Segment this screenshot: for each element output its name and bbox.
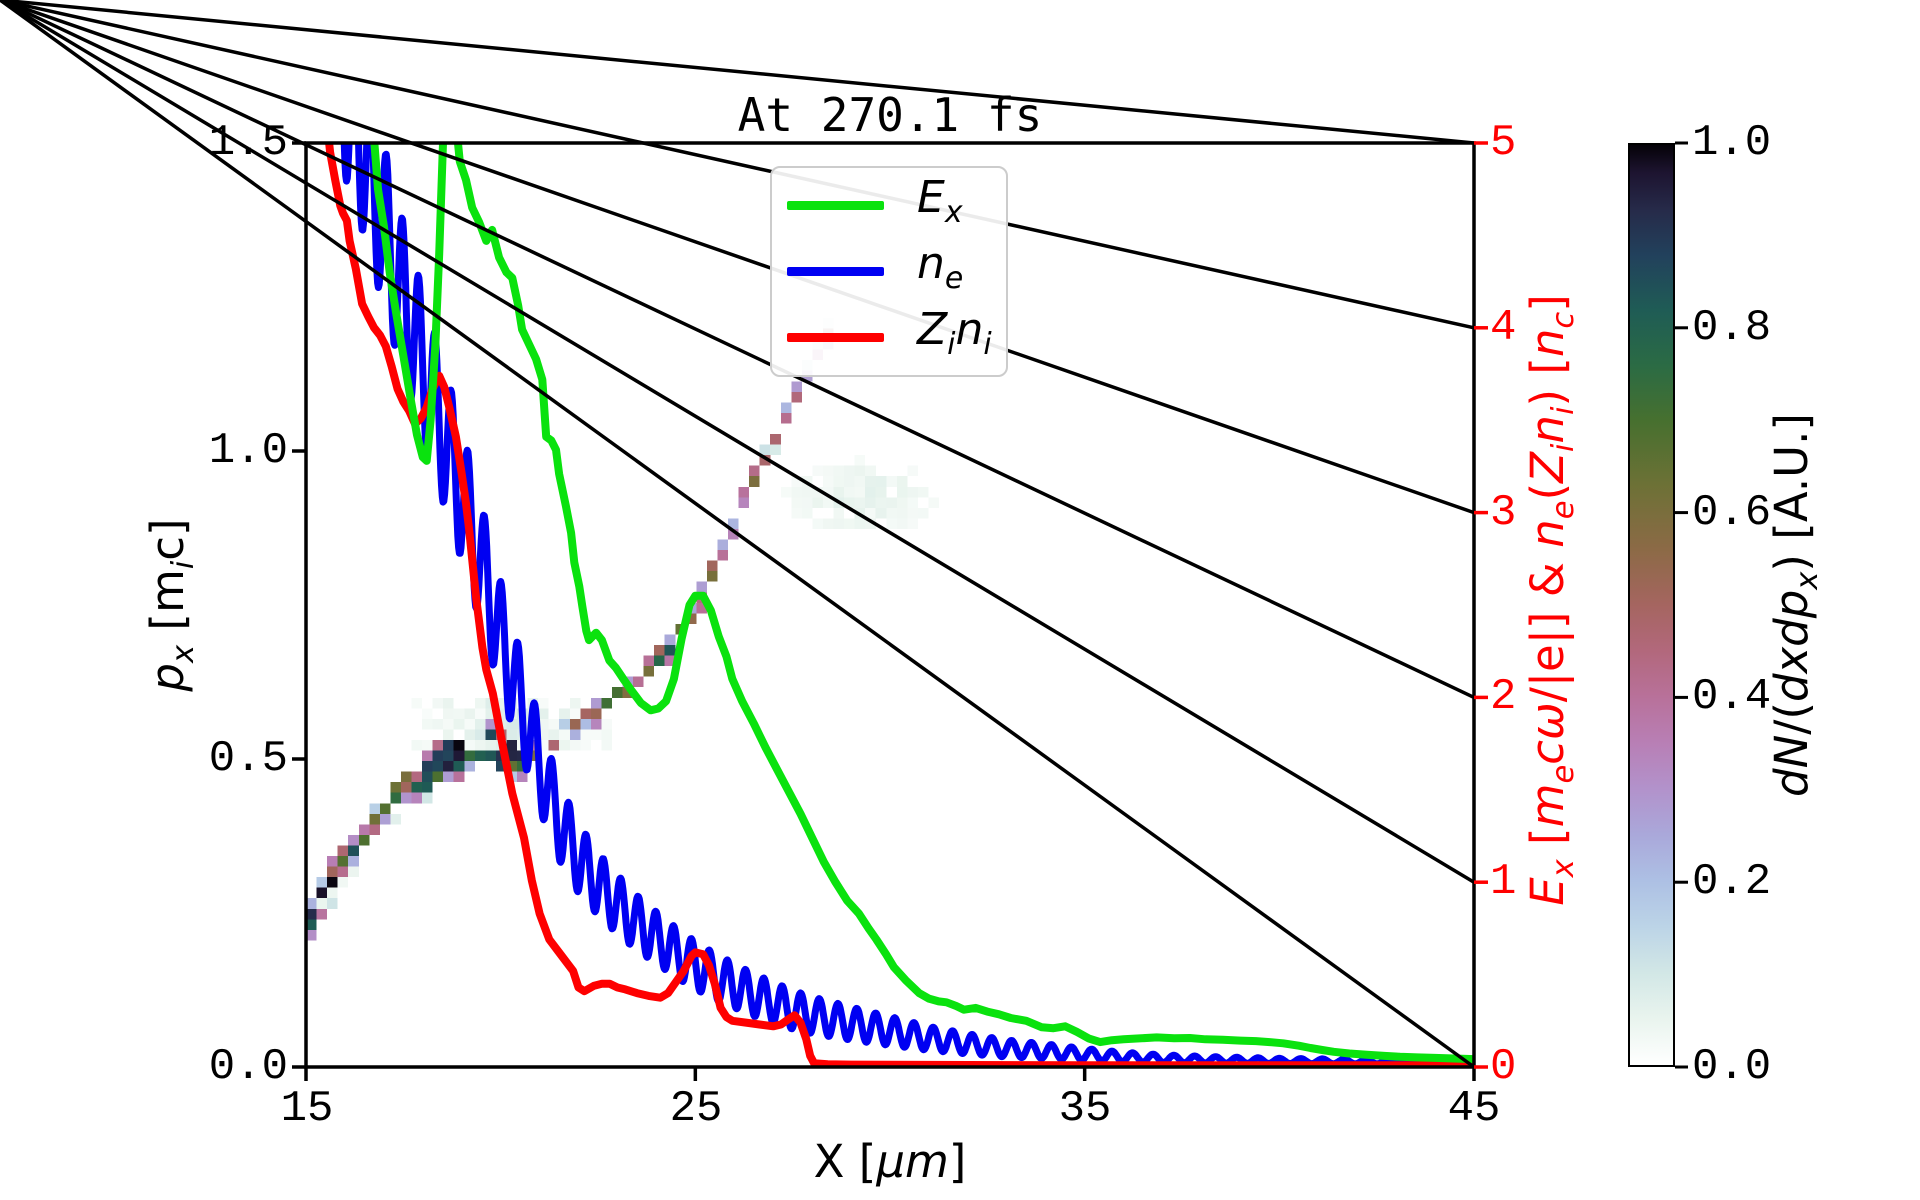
- zini-line-swatch: [787, 333, 884, 343]
- right-tick-4: 4: [1490, 303, 1517, 353]
- y-axis-label-left: px [mic]: [141, 518, 201, 692]
- ne-curve: [328, 143, 1474, 1067]
- cbar-tick-0p6: 0.6: [1692, 488, 1772, 538]
- y-tick-0p0: 0.0: [208, 1042, 288, 1092]
- x-tick-15: 15: [280, 1084, 334, 1134]
- colorbar: [1628, 143, 1675, 1067]
- y-tick-1p0: 1.0: [208, 426, 288, 476]
- legend-item-ex: Ex: [787, 173, 1006, 237]
- legend-item-ne: ne: [787, 239, 1006, 303]
- phase-space-heatmap: [306, 317, 940, 941]
- right-tick-5: 5: [1490, 118, 1517, 168]
- colorbar-label: dN/(dxdpx) [A.U.]: [1765, 413, 1825, 797]
- legend-item-zini: Zini: [787, 306, 1006, 370]
- legend-label-ne: ne: [917, 238, 964, 296]
- colorbar-ticks: [1675, 141, 1688, 1069]
- legend: Ex ne Zini: [770, 166, 1008, 377]
- cbar-tick-0p4: 0.4: [1692, 672, 1772, 722]
- legend-label-ex: Ex: [917, 171, 963, 230]
- x-tick-35: 35: [1058, 1084, 1112, 1134]
- axes-frame: [0, 0, 1488, 1081]
- ne-line-swatch: [787, 266, 884, 276]
- plot-title: At 270.1 fs: [737, 88, 1043, 142]
- x-axis-label: X [μm]: [813, 1135, 967, 1188]
- cbar-tick-0p8: 0.8: [1692, 303, 1772, 353]
- right-tick-3: 3: [1490, 488, 1517, 538]
- cbar-tick-0p2: 0.2: [1692, 857, 1772, 907]
- legend-label-zini: Zini: [917, 304, 992, 363]
- right-tick-0: 0: [1490, 1042, 1517, 1092]
- cbar-tick-1p0: 1.0: [1692, 118, 1772, 168]
- y-tick-0p5: 0.5: [208, 734, 288, 784]
- x-tick-25: 25: [669, 1084, 723, 1134]
- ex-line-swatch: [787, 200, 884, 210]
- right-tick-1: 1: [1490, 857, 1517, 907]
- right-tick-2: 2: [1490, 672, 1517, 722]
- y-axis-label-right: Ex [mecω/|e|] & ne(Zini) [nc]: [1521, 294, 1581, 906]
- zini-curve: [325, 143, 1474, 1067]
- y-tick-1p5: 1.5: [208, 118, 288, 168]
- cbar-tick-0p0: 0.0: [1692, 1042, 1772, 1092]
- x-tick-45: 45: [1447, 1084, 1501, 1134]
